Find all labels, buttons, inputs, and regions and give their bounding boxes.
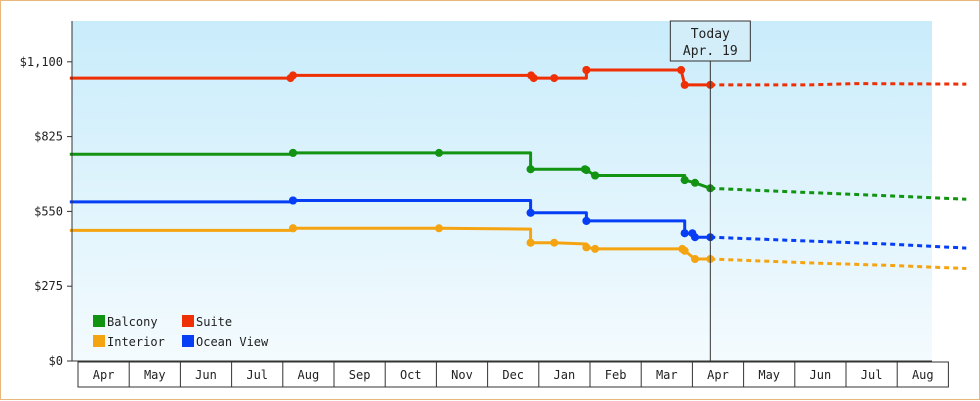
marker-interior-4 (526, 238, 535, 247)
y-tick-label: $275 (34, 279, 63, 293)
marker-balcony-11 (691, 178, 699, 187)
forecast-line-suite (710, 82, 967, 87)
marker-ocean-view-7 (680, 229, 689, 238)
marker-ocean-view-3 (526, 208, 535, 217)
y-tick-label: $0 (49, 354, 63, 368)
legend-swatch-ocean-view (182, 335, 194, 347)
x-tick-label: Oct (400, 368, 422, 382)
y-tick-label: $550 (34, 204, 63, 218)
x-tick-label: Apr (707, 368, 729, 382)
axes: $0 $275 $550 $825 $1,100 Apr May Jun Jul Aug Sep Oc… (20, 21, 949, 388)
forecast-line-ocean-view (710, 235, 967, 250)
marker-suite-4 (550, 74, 559, 83)
marker-ocean-view-1 (289, 196, 297, 205)
marker-suite-1 (289, 71, 297, 80)
marker-balcony-1 (289, 148, 297, 157)
marker-suite-6 (582, 66, 591, 74)
x-tick-label: Apr (93, 368, 115, 382)
x-tick-label: Aug (912, 368, 934, 382)
legend-swatch-balcony (93, 315, 105, 327)
x-tick-label: Jul (861, 368, 883, 382)
marker-suite-8 (680, 80, 689, 89)
today-marker: Today Apr. 19 (669, 20, 751, 361)
marker-interior-10 (680, 246, 689, 255)
marker-balcony-2 (435, 148, 443, 157)
marker-balcony-10 (680, 176, 689, 185)
today-box (669, 20, 751, 62)
marker-balcony-4 (526, 165, 535, 174)
legend: Balcony Suite Interior Ocean View (93, 315, 269, 349)
x-tick-label: Dec (502, 368, 524, 382)
marker-interior-7 (582, 243, 591, 252)
marker-suite-3 (529, 74, 538, 83)
today-date: Apr. 19 (683, 44, 738, 59)
legend-label-interior: Interior (107, 335, 165, 349)
forecast-lines (710, 82, 967, 270)
legend-label-suite: Suite (196, 315, 232, 329)
x-tick-label: May (758, 368, 780, 382)
marker-suite-7 (677, 66, 686, 74)
marker-balcony-8 (591, 171, 600, 180)
x-tick-label: Nov (451, 368, 473, 382)
x-tick-label: Feb (605, 368, 627, 382)
x-tick-label: Mar (656, 368, 678, 382)
forecast-line-balcony (710, 186, 967, 201)
legend-swatch-interior (93, 335, 105, 347)
x-tick-label: Jun (810, 368, 832, 382)
marker-interior-5 (550, 238, 559, 247)
marker-interior-2 (435, 224, 443, 233)
x-tick-label: May (144, 368, 166, 382)
series-lines (69, 66, 715, 263)
x-tick-label: Jan (554, 368, 576, 382)
x-tick-label: Sep (349, 368, 371, 382)
marker-interior-11 (691, 255, 699, 263)
x-tick-label: Aug (298, 368, 320, 382)
marker-ocean-view-5 (582, 216, 591, 225)
marker-balcony-6 (582, 166, 591, 175)
legend-label-ocean-view: Ocean View (196, 335, 269, 349)
today-label: Today (691, 27, 730, 42)
marker-interior-1 (289, 224, 297, 233)
x-tick-label: Jul (246, 368, 268, 382)
legend-label-balcony: Balcony (107, 315, 158, 329)
y-tick-label: $1,100 (20, 55, 63, 69)
x-tick-label: Jun (195, 368, 217, 382)
forecast-line-interior (710, 257, 967, 270)
marker-interior-8 (591, 244, 600, 253)
legend-swatch-suite (182, 315, 194, 327)
y-tick-label: $825 (34, 130, 63, 144)
marker-ocean-view-9 (691, 233, 699, 242)
x-axis-box (77, 361, 949, 388)
